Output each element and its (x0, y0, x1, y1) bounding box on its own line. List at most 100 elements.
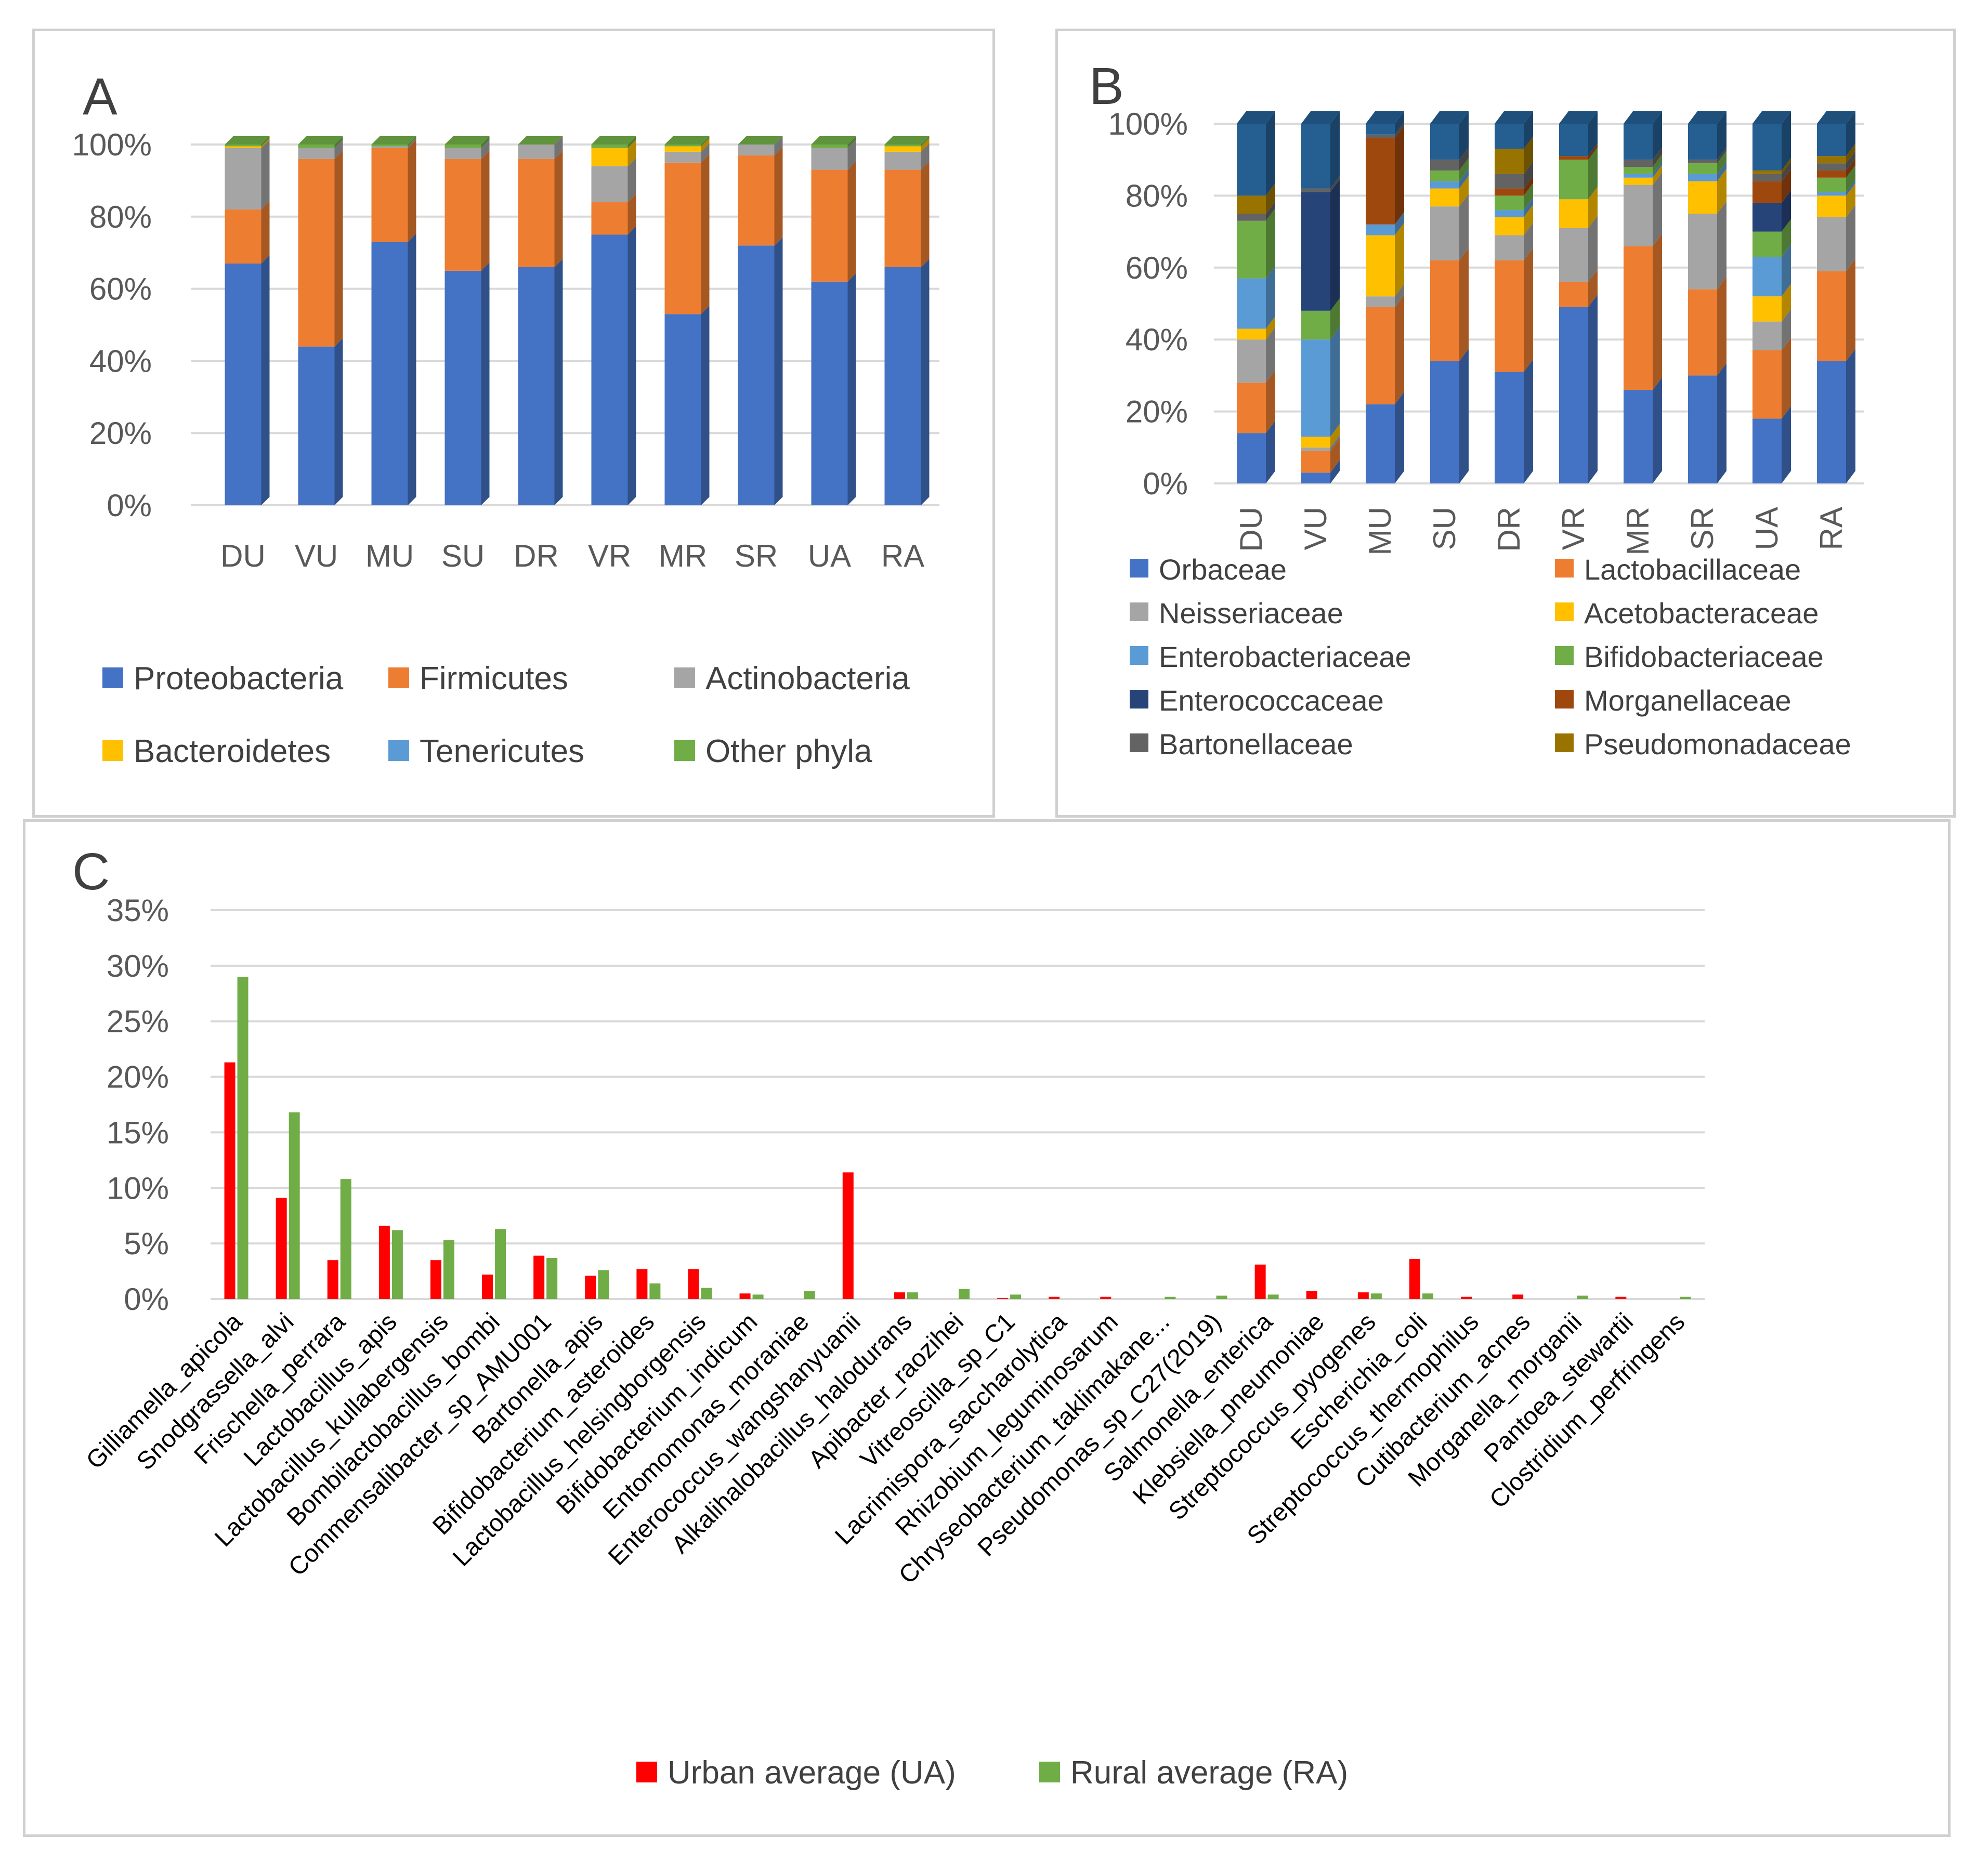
bar-b-top-ua (1752, 111, 1791, 124)
x-tick-a: SU (441, 539, 485, 573)
bar-b-dr-enterobacteriaceae-side (1524, 198, 1533, 217)
bar-b-mu-acetobacteraceae-side (1395, 222, 1404, 297)
bar-b-vr-morganellaceae (1559, 156, 1588, 160)
bar-b-mr-lactobacillaceae-side (1653, 233, 1662, 390)
bar-a-du-bacteroidetes (225, 146, 261, 148)
bar-a-ra-firmicutes (884, 169, 921, 267)
bar-b-ua-orbaceae-side (1782, 406, 1791, 483)
bar-b-ua-lactobacillaceae-side (1782, 337, 1791, 419)
bar-a-vr-actinobacteria (591, 166, 628, 203)
bar-c-pantoea-stewartii-urban-average-ua (1615, 1296, 1627, 1299)
bar-b-vu-lactobacillaceae-side (1330, 438, 1340, 473)
legend-b-morganellaceae: Morganellaceae (1584, 684, 1791, 717)
y-tick-c: 25% (107, 1004, 169, 1039)
bar-b-mr-bifidobacteriaceae (1624, 167, 1653, 174)
bar-b-ra-bartonellaceae-side (1846, 151, 1855, 170)
bar-b-ua-pseudomonadaceae-side (1782, 158, 1791, 174)
bar-b-ua-neisseriaceae (1752, 321, 1782, 350)
y-tick-b: 60% (1126, 251, 1188, 285)
bar-a-vr-firmicutes (591, 202, 628, 235)
bar-a-ua-proteobacteria-side (847, 273, 856, 505)
bar-a-top-dr (518, 136, 563, 145)
y-tick-b: 20% (1126, 395, 1188, 429)
legend-b-neisseriaceae: Neisseriaceae (1159, 597, 1343, 629)
bar-a-dr-actinobacteria-side (554, 136, 563, 159)
bar-b-su-other (1430, 124, 1459, 160)
bar-a-vr-other-phyla-side (627, 136, 636, 148)
bar-c-apibacter-raozihei-rural-average-ra (959, 1289, 970, 1299)
bar-a-ra-proteobacteria (884, 267, 921, 505)
bar-b-top-mr (1624, 111, 1662, 124)
bar-b-su-orbaceae (1430, 361, 1459, 483)
legend-b-pseudomonadaceae: Pseudomonadaceae (1584, 728, 1851, 760)
bar-b-mu-enterobacteriaceae (1366, 224, 1395, 235)
legend-b-orbaceae: Orbaceae (1159, 553, 1287, 586)
bar-b-ra-acetobacteraceae-side (1846, 183, 1855, 217)
x-tick-b: VU (1298, 507, 1333, 550)
bar-a-ra-actinobacteria-side (921, 143, 930, 170)
bar-a-top-mu (371, 136, 416, 145)
legend-b-bifidobacteriaceae: Bifidobacteriaceae (1584, 640, 1824, 673)
bar-b-vu-bartonellaceae (1301, 188, 1330, 192)
bar-b-top-ra (1817, 111, 1855, 124)
bar-b-ra-neisseriaceae-side (1846, 204, 1855, 271)
bar-b-ua-bifidobacteriaceae (1752, 231, 1782, 257)
bar-b-du-bifidobacteriaceae-side (1266, 208, 1275, 279)
panel-b: B 0% 20% 40% 60% 80% 100% DU VU MU SU DR VR MR SR UA RA O… (1055, 29, 1956, 818)
bar-c-cutibacterium-acnes-urban-average-ua (1512, 1294, 1524, 1299)
bar-a-su-firmicutes (444, 159, 481, 271)
bar-a-mr-firmicutes (664, 162, 701, 314)
bar-b-vr-bifidobacteriaceae (1559, 160, 1588, 200)
bar-b-mr-acetobacteraceae (1624, 177, 1653, 185)
bar-b-dr-enterobacteriaceae (1495, 210, 1524, 217)
y-tick-a: 20% (89, 416, 152, 451)
bar-a-top-su (444, 136, 490, 145)
legend-a-firmicutes: Firmicutes (420, 661, 568, 697)
bar-a-vr-other-phyla (591, 145, 628, 148)
legend-a-swatch-actinobacteria (674, 667, 695, 688)
bar-c-bifidobacterium-indicum-urban-average-ua (739, 1293, 751, 1299)
bar-a-mu-firmicutes-side (408, 139, 416, 242)
bar-b-top-mu (1366, 111, 1404, 124)
y-tick-c: 15% (107, 1115, 169, 1150)
bar-a-su-actinobacteria-side (481, 139, 490, 159)
bar-b-vr-lactobacillaceae-side (1588, 269, 1598, 307)
bar-c-streptococcus-pyogenes-urban-average-ua (1357, 1292, 1369, 1299)
y-tick-b: 100% (1108, 107, 1188, 141)
bar-c-escherichia-coli-rural-average-ra (1422, 1293, 1433, 1299)
x-tick-b: VR (1556, 507, 1591, 550)
bar-b-ua-pseudomonadaceae (1752, 170, 1782, 174)
bar-c-escherichia-coli-urban-average-ua (1409, 1259, 1420, 1299)
bar-a-vu-proteobacteria-side (334, 338, 343, 505)
bar-b-dr-bifidobacteriaceae (1495, 195, 1524, 211)
bar-b-ra-pseudomonadaceae (1817, 156, 1846, 164)
bar-b-top-sr (1688, 111, 1727, 124)
bar-b-dr-lactobacillaceae-side (1524, 247, 1533, 372)
bar-b-ra-orbaceae-side (1846, 348, 1855, 483)
bar-a-mu-actinobacteria (371, 146, 408, 148)
bar-c-streptococcus-thermophilus-urban-average-ua (1461, 1296, 1472, 1299)
x-tick-a: DU (220, 539, 266, 573)
y-tick-c: 20% (107, 1060, 169, 1095)
bar-b-ra-enterobacteriaceae (1817, 192, 1846, 196)
bar-a-du-other-phyla (225, 145, 261, 147)
bar-a-sr-firmicutes-side (774, 147, 783, 246)
bar-b-vr-morganellaceae-side (1588, 143, 1598, 160)
y-tick-c: 0% (124, 1282, 169, 1317)
bar-b-vu-bifidobacteriaceae-side (1330, 298, 1340, 340)
bar-b-mr-enterobacteriaceae (1624, 174, 1653, 178)
bar-b-mu-lactobacillaceae-side (1395, 294, 1404, 404)
legend-a-other-phyla: Other phyla (705, 733, 872, 769)
bar-c-clostridium-perfringens-rural-average-ra (1680, 1296, 1691, 1299)
bar-b-ua-enterococcaceae (1752, 203, 1782, 232)
bar-b-mr-neisseriaceae-side (1653, 172, 1662, 246)
bar-a-mr-other-phyla-side (701, 136, 710, 147)
y-tick-a: 60% (89, 272, 152, 307)
bar-b-ua-orbaceae (1752, 418, 1782, 483)
y-tick-c: 10% (107, 1171, 169, 1205)
bar-b-du-neisseriaceae (1237, 339, 1266, 383)
bar-b-sr-orbaceae-side (1717, 363, 1727, 483)
bar-a-su-firmicutes-side (481, 150, 490, 271)
legend-b-acetobacteraceae: Acetobacteraceae (1584, 597, 1819, 629)
bar-b-mu-orbaceae (1366, 404, 1395, 483)
